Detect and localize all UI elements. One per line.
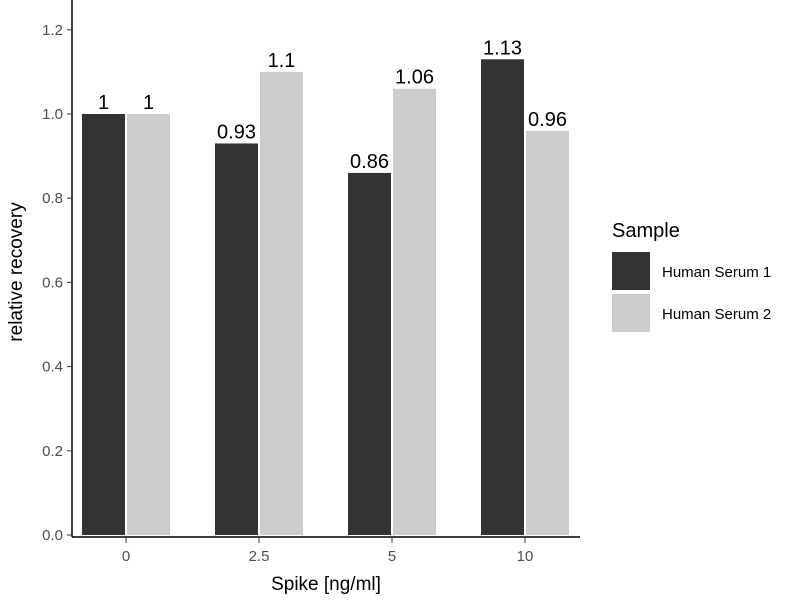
data-label-2-5: 1.06 [395,67,434,89]
bar-1-10 [481,59,524,536]
y-tick-label: 0.0 [42,527,63,544]
bar-1-2.5 [215,143,258,535]
x-axis: 0 2.5 5 10 [72,536,580,565]
x-tick-label: 10 [517,548,534,565]
x-axis-title: Spike [ng/ml] [271,574,381,595]
data-label-1-10: 1.13 [483,37,522,59]
bar-2-10 [526,130,569,535]
y-tick-label: 0.8 [42,190,63,207]
bars-group [82,59,569,536]
bar-1-0 [82,114,125,535]
bar-1-5 [348,172,391,535]
x-tick-label: 5 [388,548,396,565]
legend-label-1: Human Serum 1 [662,264,771,281]
y-tick-label: 0.4 [42,359,63,376]
data-label-1-2.5: 0.93 [217,121,256,143]
bar-2-0 [127,114,170,535]
legend: Sample Human Serum 1 Human Serum 2 [612,220,771,332]
bar-2-2.5 [260,71,303,536]
bar-2-5 [393,88,436,536]
legend-key-1 [612,252,650,290]
legend-key-2 [612,294,650,332]
x-tick-label: 0 [122,548,130,565]
y-tick-label: 1.0 [42,106,63,123]
y-tick-label: 0.2 [42,443,63,460]
legend-title: Sample [612,220,680,242]
y-tick-label: 1.2 [42,22,63,39]
y-axis: 0.0 0.2 0.4 0.6 0.8 1.0 1.2 [42,0,73,544]
data-label-2-10: 0.96 [528,109,567,131]
y-tick-label: 0.6 [42,274,63,291]
data-label-1-5: 0.86 [350,151,389,173]
x-tick-label: 2.5 [249,548,270,565]
data-label-2-0: 1 [143,92,154,114]
legend-label-2: Human Serum 2 [662,306,771,323]
data-label-2-2.5: 1.1 [268,50,296,72]
y-axis-title: relative recovery [6,202,27,342]
legend-items: Human Serum 1 Human Serum 2 [612,252,771,332]
data-label-1-0: 1 [98,92,109,114]
data-labels-group: 1 1 0.93 1.1 0.86 1.06 1.13 0.96 [98,37,567,173]
